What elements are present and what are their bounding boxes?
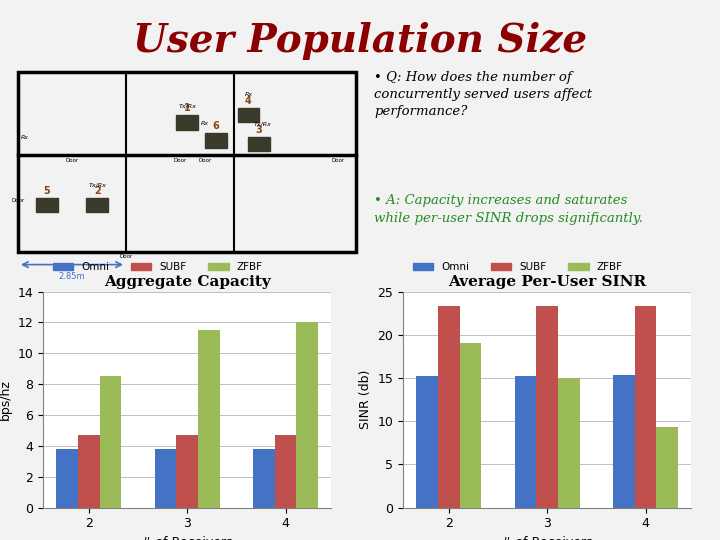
- Text: Door: Door: [120, 254, 132, 259]
- Title: Average Per-User SINR: Average Per-User SINR: [448, 275, 647, 289]
- Text: Door: Door: [66, 158, 78, 164]
- Legend: Omni, SUBF, ZFBF: Omni, SUBF, ZFBF: [48, 258, 267, 276]
- Bar: [238, 108, 259, 123]
- Bar: [36, 198, 58, 212]
- Bar: [275, 435, 297, 508]
- Bar: [205, 133, 227, 147]
- Bar: [99, 376, 121, 508]
- Bar: [635, 306, 657, 508]
- Text: 5: 5: [43, 186, 50, 196]
- Text: Tx/Rx: Tx/Rx: [179, 103, 196, 108]
- Text: Rx: Rx: [201, 121, 210, 126]
- Bar: [438, 306, 459, 508]
- Bar: [459, 343, 481, 508]
- Y-axis label: SINR (db): SINR (db): [359, 370, 372, 429]
- Bar: [613, 375, 635, 508]
- Bar: [253, 449, 275, 508]
- Bar: [248, 137, 270, 151]
- Text: Door: Door: [332, 158, 345, 164]
- Bar: [657, 427, 678, 508]
- Text: Rx: Rx: [244, 92, 253, 97]
- X-axis label: # of Receivers: # of Receivers: [141, 536, 233, 540]
- Text: 6: 6: [212, 122, 220, 131]
- Bar: [198, 330, 220, 508]
- Legend: Omni, SUBF, ZFBF: Omni, SUBF, ZFBF: [408, 258, 627, 276]
- Text: Tx/Rx: Tx/Rx: [254, 121, 271, 126]
- Text: 1: 1: [184, 103, 191, 113]
- Text: Door: Door: [199, 158, 212, 164]
- Bar: [515, 376, 536, 508]
- Bar: [297, 322, 318, 508]
- Text: Door: Door: [12, 198, 24, 203]
- Text: 2: 2: [94, 186, 101, 196]
- Text: Door: Door: [174, 158, 186, 164]
- Title: Aggregate Capacity: Aggregate Capacity: [104, 275, 271, 289]
- Text: 4: 4: [245, 96, 252, 106]
- Bar: [155, 449, 176, 508]
- Bar: [416, 376, 438, 508]
- X-axis label: # of Receivers: # of Receivers: [501, 536, 593, 540]
- Bar: [86, 198, 108, 212]
- Bar: [558, 378, 580, 508]
- Y-axis label: bps/hz: bps/hz: [0, 379, 12, 420]
- Bar: [176, 115, 198, 130]
- Text: • Q: How does the number of
concurrently served users affect
performance?: • Q: How does the number of concurrently…: [374, 71, 593, 118]
- Text: User Population Size: User Population Size: [133, 22, 587, 59]
- Text: 3: 3: [256, 125, 263, 135]
- Text: 2.85m: 2.85m: [59, 272, 85, 281]
- Text: Tx/Rx: Tx/Rx: [89, 182, 106, 187]
- Bar: [176, 435, 198, 508]
- Bar: [536, 306, 558, 508]
- Text: • A: Capacity increases and saturates
while per-user SINR drops significantly.: • A: Capacity increases and saturates wh…: [374, 194, 643, 225]
- Bar: [78, 435, 99, 508]
- Text: Rx: Rx: [21, 136, 30, 140]
- Bar: [56, 449, 78, 508]
